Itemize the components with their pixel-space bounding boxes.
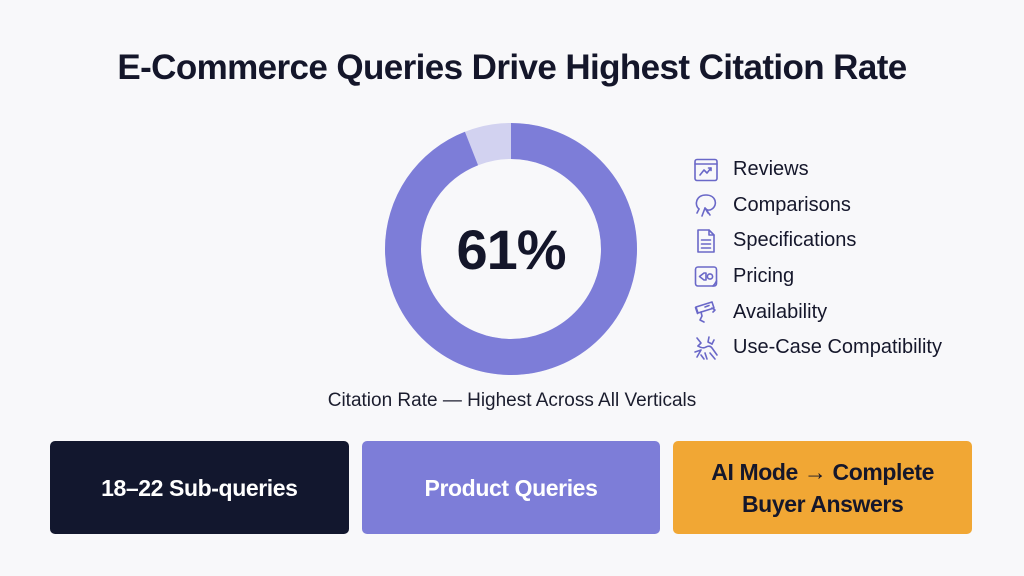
- legend-label: Specifications: [733, 229, 857, 252]
- legend-item-pricing: Pricing: [692, 259, 942, 295]
- donut-ring: [385, 123, 637, 375]
- legend-item-comparisons: Comparisons: [692, 188, 942, 224]
- document-icon: [692, 227, 720, 255]
- browser-chart-icon: [692, 156, 720, 184]
- card-label-line-1: AI Mode → Complete: [711, 458, 935, 485]
- card-label: Product Queries: [424, 474, 598, 501]
- price-tag-icon: [692, 263, 720, 291]
- donut-center-value: 61%: [456, 217, 566, 281]
- legend-item-reviews: Reviews: [692, 152, 942, 188]
- speech-bubble-cursor-icon: [692, 191, 720, 219]
- puzzle-fit-icon: [692, 334, 720, 362]
- card-ai-mode: AI Mode → Complete Buyer Answers: [673, 441, 973, 534]
- legend-label: Reviews: [733, 158, 809, 181]
- camera-icon: [692, 298, 720, 326]
- card-label-line-2: Buyer Answers: [741, 490, 904, 517]
- page-title: E-Commerce Queries Drive Highest Citatio…: [117, 48, 907, 87]
- card-sub-queries: 18–22 Sub-queries: [50, 441, 349, 534]
- legend-item-availability: Availability: [692, 294, 942, 330]
- summary-cards: 18–22 Sub-queries Product Queries AI Mod…: [50, 441, 973, 534]
- legend-label: Pricing: [733, 265, 795, 288]
- legend-label: Comparisons: [733, 193, 851, 216]
- chart-caption: Citation Rate — Highest Across All Verti…: [327, 390, 697, 411]
- legend-item-specifications: Specifications: [692, 223, 942, 259]
- donut-fill-arc: [385, 123, 637, 375]
- card-product-queries: Product Queries: [361, 441, 661, 534]
- donut-chart: 61%: [382, 120, 640, 378]
- legend-item-use-case-compatibility: Use-Case Compatibility: [692, 330, 942, 366]
- legend-label: Use-Case Compatibility: [733, 336, 942, 359]
- legend: Reviews Comparisons Specifications: [692, 152, 942, 366]
- legend-label: Availability: [733, 300, 828, 323]
- card-label: 18–22 Sub-queries: [101, 474, 298, 501]
